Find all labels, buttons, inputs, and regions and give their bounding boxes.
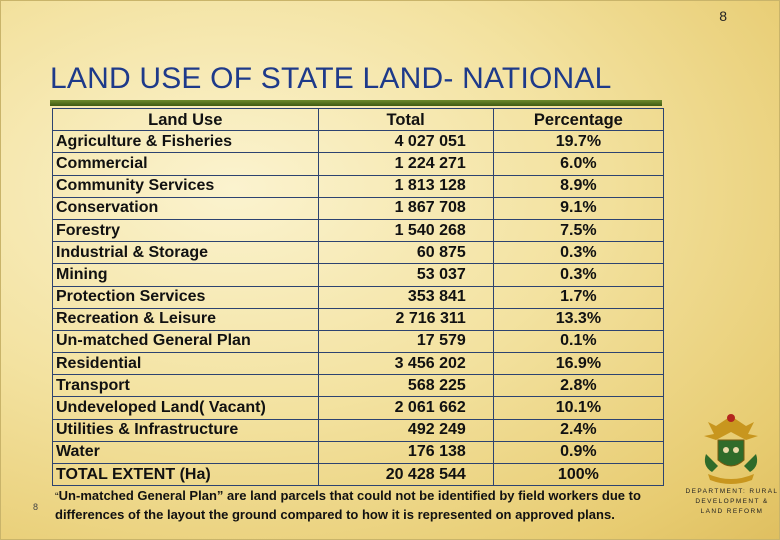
table-row: Forestry 1 540 268 7.5% [52, 218, 665, 243]
cell-total: 4 027 051 [317, 130, 494, 154]
table-row: Utilities & Infrastructure 492 249 2.4% [52, 418, 665, 442]
cell-land-use: Transport [52, 374, 319, 398]
cell-percentage: 7.5% [492, 218, 665, 243]
cell-percentage: 13.3% [492, 307, 665, 331]
cell-total: 176 138 [317, 440, 494, 465]
cell-land-use: Conservation [52, 196, 319, 220]
cell-percentage: 0.3% [492, 263, 665, 287]
cell-total: 2 061 662 [317, 396, 494, 420]
cell-total: 1 540 268 [317, 218, 494, 243]
table-row: Residential 3 456 202 16.9% [52, 352, 665, 376]
title-underline [50, 100, 662, 106]
land-use-table: Land Use Total Percentage Agriculture & … [52, 107, 665, 487]
coat-of-arms-icon [704, 414, 758, 484]
table-row: Mining 53 037 0.3% [52, 263, 665, 287]
table-row: Agriculture & Fisheries 4 027 051 19.7% [52, 130, 665, 154]
cell-total: 53 037 [317, 263, 494, 287]
header-percentage: Percentage [492, 107, 665, 132]
table-row: Water 176 138 0.9% [52, 440, 665, 465]
right-wheat [744, 454, 758, 472]
footnote-text: Un-matched General Plan” are land parcel… [55, 488, 641, 522]
table-header-row: Land Use Total Percentage [52, 107, 665, 132]
cell-land-use: Mining [52, 263, 319, 287]
crest-motto-ribbon [708, 474, 754, 484]
cell-land-use: Undeveloped Land( Vacant) [52, 396, 319, 420]
cell-percentage: 10.1% [492, 396, 665, 420]
cell-percentage: 16.9% [492, 352, 665, 376]
cell-land-use: Agriculture & Fisheries [52, 130, 319, 154]
cell-percentage: 9.1% [492, 196, 665, 220]
cell-total: 492 249 [317, 418, 494, 442]
cell-percentage: 2.8% [492, 374, 665, 398]
cell-land-use: Commercial [52, 152, 319, 176]
left-wing [704, 416, 731, 440]
cell-percentage: 19.7% [492, 130, 665, 154]
shield-figure-right [733, 447, 739, 453]
cell-percentage: 100% [492, 462, 665, 487]
cell-total: 2 716 311 [317, 307, 494, 331]
cell-land-use: Community Services [52, 174, 319, 198]
left-wheat [704, 454, 718, 472]
crest-shield [717, 439, 745, 467]
cell-land-use: Protection Services [52, 285, 319, 309]
table-row: Commercial 1 224 271 6.0% [52, 152, 665, 176]
table-body: Agriculture & Fisheries 4 027 051 19.7% Com… [52, 130, 665, 487]
cell-land-use: Recreation & Leisure [52, 307, 319, 331]
cell-percentage: 2.4% [492, 418, 665, 442]
cell-land-use: Forestry [52, 218, 319, 243]
table-row: Industrial & Storage 60 875 0.3% [52, 241, 665, 265]
department-label: DEPARTMENT: RURAL DEVELOPMENT & LAND REF… [685, 488, 779, 515]
page-number-top: 8 [719, 8, 727, 24]
header-total: Total [317, 107, 494, 132]
header-land-use: Land Use [52, 107, 319, 132]
cell-percentage: 1.7% [492, 285, 665, 309]
table-row: Un-matched General Plan 17 579 0.1% [52, 329, 665, 354]
cell-land-use: TOTAL EXTENT (Ha) [52, 462, 319, 487]
cell-percentage: 8.9% [492, 174, 665, 198]
table-row: Conservation 1 867 708 9.1% [52, 196, 665, 220]
cell-percentage: 0.3% [492, 241, 665, 265]
cell-total: 1 224 271 [317, 152, 494, 176]
crest-sun [727, 414, 735, 422]
cell-total: 568 225 [317, 374, 494, 398]
cell-total: 3 456 202 [317, 352, 494, 376]
crest-wings [704, 414, 758, 440]
table-row: Protection Services 353 841 1.7% [52, 285, 665, 309]
cell-land-use: Utilities & Infrastructure [52, 418, 319, 442]
cell-percentage: 6.0% [492, 152, 665, 176]
table-row: Recreation & Leisure 2 716 311 13.3% [52, 307, 665, 331]
shield-figure-left [723, 447, 729, 453]
right-wing [731, 416, 758, 440]
cell-land-use: Water [52, 440, 319, 465]
cell-total: 1 813 128 [317, 174, 494, 198]
page-title: LAND USE OF STATE LAND- NATIONAL [50, 62, 612, 95]
cell-percentage: 0.1% [492, 329, 665, 354]
footnote-open-quote: “ [55, 491, 59, 503]
cell-land-use: Industrial & Storage [52, 241, 319, 265]
cell-total: 20 428 544 [317, 462, 494, 487]
table-row: Transport 568 225 2.8% [52, 374, 665, 398]
cell-total: 17 579 [317, 329, 494, 354]
cell-total: 1 867 708 [317, 196, 494, 220]
cell-land-use: Un-matched General Plan [52, 329, 319, 354]
table-row: Community Services 1 813 128 8.9% [52, 174, 665, 198]
table-row: Undeveloped Land( Vacant) 2 061 662 10.1% [52, 396, 665, 420]
footnote: “Un-matched General Plan” are land parce… [55, 487, 695, 524]
cell-total: 60 875 [317, 241, 494, 265]
table-row: TOTAL EXTENT (Ha) 20 428 544 100% [52, 462, 665, 487]
page-number-bottom: 8 [33, 502, 39, 512]
cell-total: 353 841 [317, 285, 494, 309]
cell-land-use: Residential [52, 352, 319, 376]
cell-percentage: 0.9% [492, 440, 665, 465]
